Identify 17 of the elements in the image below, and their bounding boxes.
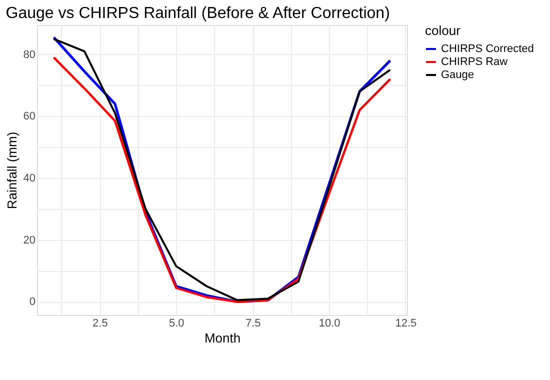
x-tick-label: 10.0 [318, 318, 340, 330]
y-tick-label: 0 [29, 296, 36, 308]
x-tick-label: 12.5 [395, 318, 417, 330]
y-tick-label: 60 [23, 110, 36, 123]
y-axis-title: Rainfall (mm) [4, 132, 20, 210]
x-tick-label: 2.5 [92, 318, 108, 330]
legend-label: Gauge [441, 69, 474, 81]
chart-title: Gauge vs CHIRPS Rainfall (Before & After Correction) [6, 5, 390, 22]
y-tick-label: 80 [23, 48, 36, 61]
x-axis-title: Month [204, 330, 241, 346]
legend-label: CHIRPS Corrected [441, 43, 534, 55]
legend-label: CHIRPS Raw [441, 56, 508, 68]
y-tick-label: 20 [23, 234, 36, 246]
y-tick-label: 40 [23, 172, 36, 185]
x-tick-label: 7.5 [245, 318, 261, 330]
x-tick-label: 5.0 [168, 318, 184, 330]
legend-title: colour [425, 23, 462, 38]
